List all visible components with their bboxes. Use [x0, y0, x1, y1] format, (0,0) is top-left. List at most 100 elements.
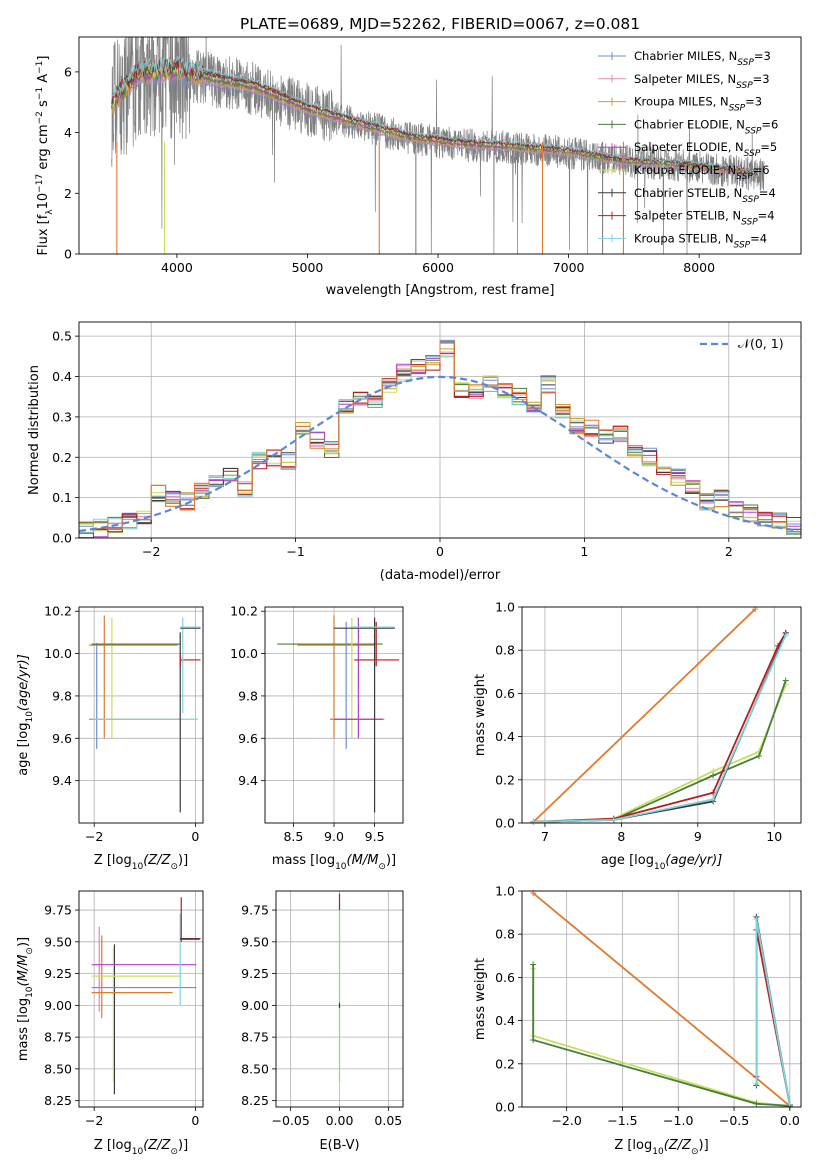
y-tick-label: 9.00 [241, 998, 269, 1013]
x-tick-label: −2.0 [551, 1113, 581, 1128]
label-part: SSP [736, 172, 753, 182]
label-part: SSP [745, 126, 762, 136]
label-part: mass weight [473, 674, 488, 756]
label-part: Salpeter ELODIE [634, 140, 728, 154]
x-tick-label: 0 [191, 829, 199, 844]
legend-label: 𝒩(0, 1) [738, 336, 784, 351]
legend-label-0: Chabrier MILES, NSSP=3 [634, 49, 771, 68]
y-tick-label: 0.4 [495, 729, 515, 744]
label-part: SSP [734, 240, 751, 250]
y-tick-label: 9.8 [52, 688, 72, 703]
y-tick-label: 0.0 [495, 1100, 515, 1115]
label-part: N [725, 231, 734, 245]
label-part: 10 [652, 1147, 664, 1157]
figure-title: PLATE=0689, MJD=52262, FIBERID=0067, z=0… [240, 15, 640, 33]
legend-label-7: Salpeter STELIB, NSSP=4 [634, 209, 775, 228]
y-tick-label: 6 [64, 64, 72, 79]
label-part: = [754, 49, 764, 63]
label-part: s [36, 100, 51, 111]
label-part: , [713, 95, 720, 109]
label-part: ⊙ [691, 1147, 699, 1157]
label-part: SSP [737, 58, 754, 68]
y-tick-label: 0.4 [52, 369, 72, 384]
axes-frame [78, 890, 204, 1108]
mass-weight-line-0 [532, 892, 791, 1107]
mass-weight-point [530, 818, 537, 825]
y-tick-label: 1.0 [495, 884, 515, 899]
label-part: 3 [755, 95, 762, 109]
y-axis-label: Normed distribution [27, 365, 42, 495]
axes-frame [521, 890, 802, 1108]
label-part: , [728, 140, 735, 154]
y-tick-label: 9.6 [52, 731, 72, 746]
label-part: = [753, 163, 763, 177]
y-tick-label: 2 [64, 186, 72, 201]
mass-weight-line-0 [532, 608, 756, 823]
x-tick-label: 9.5 [365, 829, 385, 844]
label-part: N [727, 163, 736, 177]
y-tick-label: 0.6 [495, 686, 515, 701]
label-part: SSP [741, 218, 758, 228]
mass-weight-line-3 [533, 632, 787, 823]
label-part: , [718, 231, 725, 245]
label-part: Kroupa ELODIE [634, 163, 720, 177]
label-part: 4 [767, 209, 774, 223]
y-tick-label: 8.25 [44, 1093, 72, 1108]
label-part: erg cm [36, 124, 51, 173]
spectrum-panel: 4000 5000 6000 7000 8000 0 2 4 6 wavelength [Angs… [35, 36, 802, 298]
y-tick-label: 0.3 [52, 409, 72, 424]
mass-vs-ebv-panel: −0.05 0.00 0.05 8.25 8.50 8.75 9.00 9.25 9.50 9.7… [241, 890, 404, 1153]
label-part: , [721, 49, 728, 63]
label-part: ⊙ [25, 947, 35, 955]
label-part: = [750, 231, 760, 245]
x-tick-label: −2 [142, 544, 160, 559]
mass-weight-line-2 [532, 964, 790, 1107]
x-tick-label: −2 [85, 829, 103, 844]
y-tick-label: 9.75 [241, 903, 269, 918]
y-axis-label: mass [log10(M/M⊙)] [16, 937, 35, 1061]
y-tick-label: 9.50 [44, 934, 72, 949]
x-tick-label: 8.5 [283, 829, 303, 844]
label-part: mass [log [16, 998, 31, 1061]
y-tick-label: 9.8 [238, 688, 258, 703]
x-tick-label: 2 [725, 544, 733, 559]
label-part: 5 [770, 140, 777, 154]
mass-weight-line-4 [533, 632, 787, 823]
mass-weight-point [610, 816, 617, 823]
legend-label-8: Kroupa STELIB, NSSP=4 [634, 231, 767, 250]
label-part: SSP [729, 104, 746, 114]
legend-label-2: Kroupa MILES, NSSP=3 [634, 95, 762, 114]
label-part: , [729, 117, 736, 131]
label-part: SSP [736, 81, 753, 91]
x-axis-label: (data-model)/error [380, 568, 501, 583]
y-tick-label: 10.2 [230, 604, 258, 619]
label-part: 10 [25, 711, 35, 723]
x-axis-label: Z [log10(Z/Z⊙)] [614, 1138, 708, 1157]
label-part: Z [log [94, 1138, 132, 1153]
y-tick-label: 8.50 [44, 1061, 72, 1076]
y-tick-label: 8.50 [241, 1061, 269, 1076]
y-tick-label: 0.2 [495, 772, 515, 787]
y-tick-label: 0.5 [52, 329, 72, 344]
label-part: = [758, 209, 768, 223]
label-part: 10 [132, 862, 144, 872]
x-tick-label: 9.0 [324, 829, 344, 844]
y-tick-label: 9.4 [238, 773, 258, 788]
label-part: 4 [768, 186, 775, 200]
label-part: (M/M [16, 955, 31, 987]
label-part: Chabrier MILES [634, 49, 721, 63]
label-part: 10 [654, 862, 666, 872]
model-spectrum-5 [111, 61, 759, 175]
mass-weight-point [710, 772, 717, 779]
label-part: )] [386, 853, 396, 868]
label-part: (Z/Z [143, 853, 171, 868]
label-part: 3 [762, 72, 769, 86]
x-tick-label: 7000 [553, 260, 585, 275]
model-spectrum-6 [111, 59, 759, 175]
label-part: Z [log [94, 853, 132, 868]
label-part: ⊙ [170, 862, 178, 872]
y-tick-label: 0.8 [495, 643, 515, 658]
x-tick-label: 5000 [292, 260, 324, 275]
x-axis-label: Z [log10(Z/Z⊙)] [94, 853, 188, 872]
label-part: −1 [35, 87, 45, 100]
